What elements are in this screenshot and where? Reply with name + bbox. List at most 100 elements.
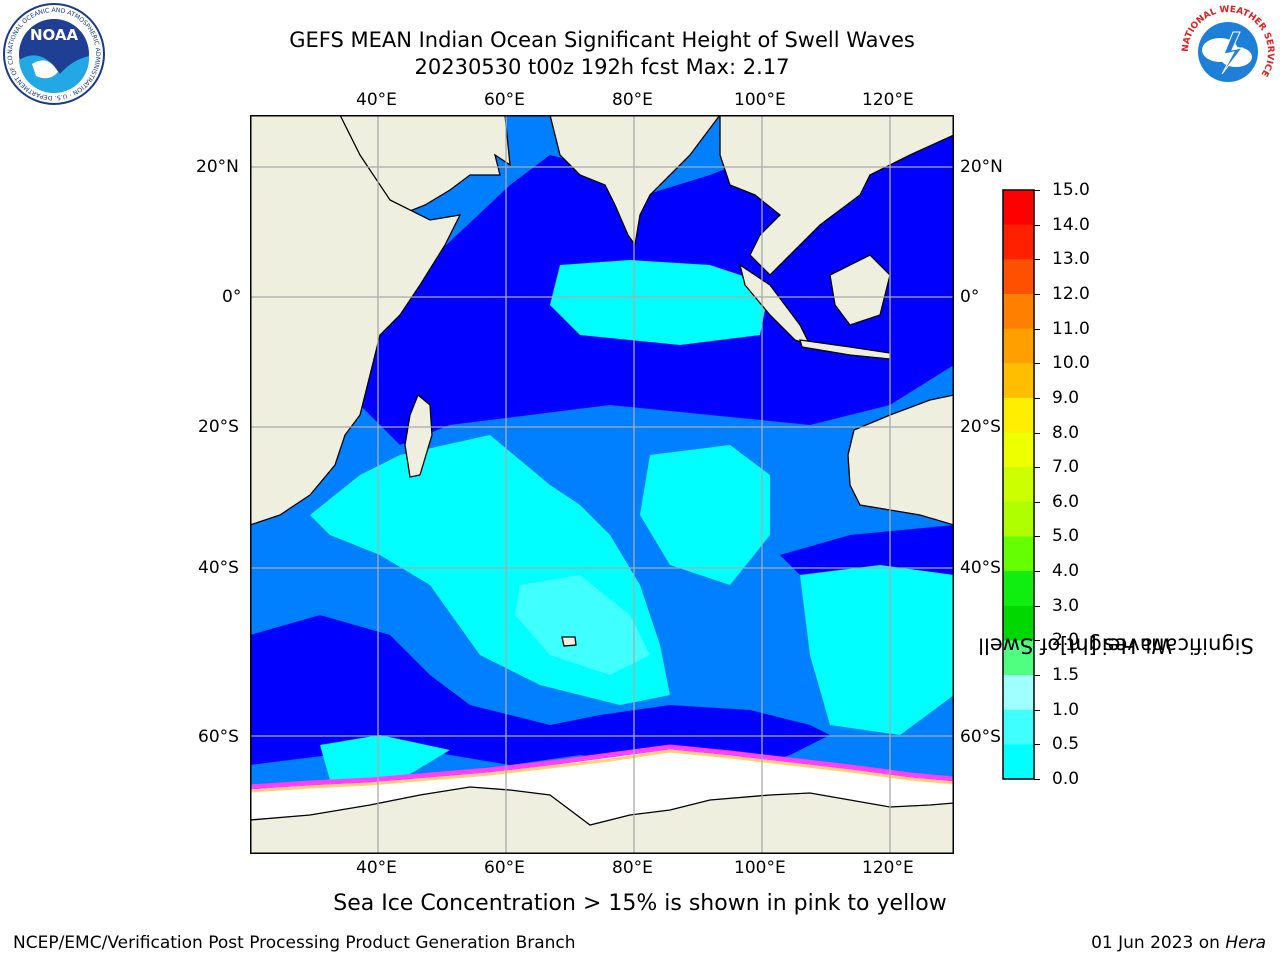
- credit-host: Hera: [1225, 933, 1266, 953]
- gridlines: [250, 115, 954, 854]
- lat-tick-right-40s: 40°S: [960, 558, 1001, 578]
- credit-left: NCEP/EMC/Verification Post Processing Pr…: [13, 933, 576, 953]
- land-se-asia: [719, 115, 954, 276]
- lat-tick-left-40s: 40°S: [198, 558, 239, 578]
- lon-tick-bottom-120e: 120°E: [862, 858, 914, 878]
- colorbar-swatch: [1003, 259, 1034, 295]
- colorbar-swatch: [1003, 571, 1034, 607]
- noaa-logo: NATIONAL OCEANIC AND ATMOSPHERIC ADMINIS…: [2, 2, 105, 105]
- sea-ice-edge: [250, 744, 954, 790]
- colorbar-tick: [1034, 363, 1040, 365]
- colorbar-label: 7.0: [1052, 457, 1080, 478]
- colorbar-swatch: [1003, 328, 1034, 364]
- chart-subtitle: 20230530 t00z 192h fcst Max: 2.17: [414, 55, 790, 79]
- lon-tick-bottom-100e: 100°E: [734, 858, 786, 878]
- colorbar-label: 1.5: [1052, 665, 1080, 686]
- lat-tick-left-60s: 60°S: [198, 727, 239, 747]
- colorbar-label: 0.5: [1052, 734, 1080, 755]
- colorbar-tick: [1034, 779, 1040, 780]
- colorbar-label: 14.0: [1052, 214, 1090, 235]
- chart-title: GEFS MEAN Indian Ocean Significant Heigh…: [289, 28, 915, 52]
- colorbar-tick: [1034, 709, 1040, 711]
- colorbar-swatch: [1003, 709, 1034, 745]
- colorbar-tick: [1034, 501, 1040, 503]
- map-panel: [250, 115, 954, 854]
- lon-tick-top-120e: 120°E: [862, 90, 914, 110]
- colorbar-tick: [1034, 571, 1040, 573]
- colorbar-swatch: [1003, 397, 1034, 434]
- colorbar-tick: [1034, 328, 1040, 330]
- colorbar-tick: [1034, 467, 1040, 469]
- colorbar-swatch: [1003, 536, 1034, 572]
- land-antarctica: [250, 786, 954, 854]
- colorbar-swatch: [1003, 675, 1034, 711]
- colorbar-swatch: [1003, 363, 1034, 399]
- lon-tick-top-100e: 100°E: [734, 90, 786, 110]
- colorbar-swatch: [1003, 501, 1034, 537]
- lat-tick-left-20n: 20°N: [196, 157, 239, 177]
- lat-tick-right-20s: 20°S: [960, 417, 1001, 437]
- lon-tick-bottom-40e: 40°E: [356, 858, 397, 878]
- colorbar-swatch: [1003, 467, 1034, 503]
- colorbar-tick: [1034, 605, 1040, 607]
- lon-tick-top-80e: 80°E: [612, 90, 653, 110]
- colorbar-swatch: [1003, 293, 1034, 330]
- credit-date: 01 Jun 2023 on: [1091, 933, 1226, 953]
- colorbar-tick: [1034, 190, 1040, 191]
- lat-tick-right-0: 0°: [960, 287, 980, 307]
- colorbar-tick: [1034, 675, 1040, 677]
- lon-tick-top-60e: 60°E: [484, 90, 525, 110]
- lat-tick-right-60s: 60°S: [960, 727, 1001, 747]
- lon-tick-bottom-80e: 80°E: [612, 858, 653, 878]
- colorbar-label: 9.0: [1052, 387, 1080, 408]
- colorbar-label: 12.0: [1052, 283, 1090, 304]
- colorbar-swatch: [1003, 605, 1034, 641]
- swell-band-high: [310, 260, 954, 780]
- colorbar-label: 13.0: [1052, 249, 1090, 270]
- swell-band-higher: [515, 575, 650, 675]
- land-madagascar: [404, 393, 433, 478]
- colorbar-label: 15.0: [1052, 180, 1090, 200]
- colorbar-title-line2: Waves [m]: [1059, 633, 1173, 658]
- colorbar-label: 3.0: [1052, 595, 1080, 616]
- colorbar-swatch: [1003, 190, 1034, 226]
- lat-tick-left-0: 0°: [222, 287, 242, 307]
- land-kerguelen: [561, 636, 577, 647]
- colorbar-swatch: [1003, 432, 1034, 468]
- sea-ice-edge-yellow: [250, 749, 954, 793]
- colorbar-label: 11.0: [1052, 318, 1090, 339]
- colorbar-label: 1.0: [1052, 699, 1080, 720]
- colorbar: [1002, 189, 1035, 780]
- colorbar-tick: [1034, 259, 1040, 261]
- lat-tick-left-20s: 20°S: [198, 417, 239, 437]
- colorbar-tick: [1034, 536, 1040, 538]
- colorbar-label: 6.0: [1052, 491, 1080, 512]
- lon-tick-top-40e: 40°E: [356, 90, 397, 110]
- noaa-logo-text: NOAA: [30, 26, 79, 44]
- credit-right: 01 Jun 2023 on Hera: [1091, 933, 1266, 953]
- land-africa-horn: [250, 115, 462, 526]
- colorbar-tick: [1034, 397, 1040, 399]
- colorbar-label: 0.0: [1052, 769, 1080, 789]
- colorbar-label: 2.0: [1052, 630, 1080, 651]
- nws-logo: NATIONAL WEATHER SERVICE: [1180, 4, 1276, 100]
- colorbar-tick: [1034, 432, 1040, 434]
- colorbar-label: 10.0: [1052, 353, 1090, 374]
- colorbar-swatch: [1003, 224, 1034, 260]
- colorbar-label: 4.0: [1052, 561, 1080, 582]
- colorbar-swatch: [1003, 640, 1034, 676]
- colorbar-tick: [1034, 293, 1040, 295]
- lon-tick-bottom-60e: 60°E: [484, 858, 525, 878]
- lat-tick-right-20n: 20°N: [960, 157, 1003, 177]
- colorbar-tick: [1034, 640, 1040, 642]
- land: [250, 115, 954, 854]
- colorbar-swatch: [1003, 744, 1034, 780]
- map-frame: [250, 115, 954, 854]
- land-india: [549, 115, 721, 247]
- colorbar-label: 5.0: [1052, 526, 1080, 547]
- colorbar-tick: [1034, 224, 1040, 226]
- colorbar-tick: [1034, 744, 1040, 746]
- land-borneo: [829, 254, 891, 326]
- sea-ice-note: Sea Ice Concentration > 15% is shown in …: [333, 891, 947, 916]
- colorbar-label: 8.0: [1052, 422, 1080, 443]
